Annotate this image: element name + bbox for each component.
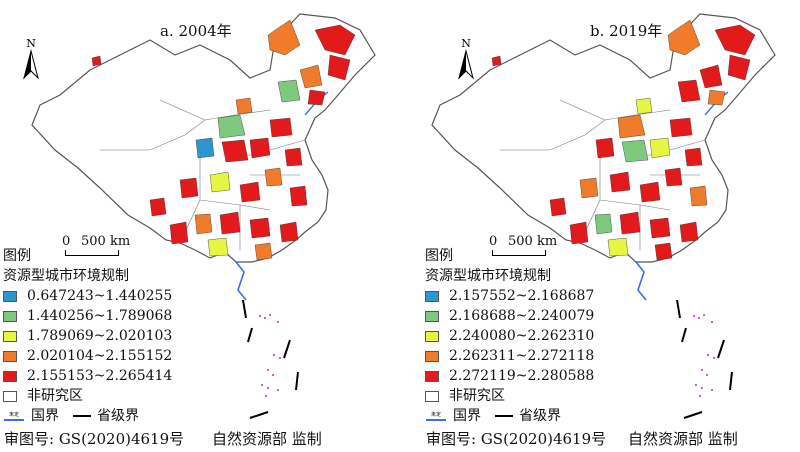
scale-label: 500 km (508, 234, 558, 249)
north-label: N (26, 37, 36, 50)
provincial-boundary-label: 省级界 (97, 408, 139, 424)
legend-non-study: 非研究区 (3, 386, 172, 406)
publisher: 自然资源部 监制 (212, 430, 322, 448)
scale-zero: 0 (489, 234, 498, 249)
national-boundary-icon: 未定 (4, 411, 24, 421)
legend-label: 2.240080~2.262310 (449, 328, 595, 344)
legend-label: 2.168688~2.240079 (449, 308, 595, 324)
legend-class-3: 1.789069~2.020103 (3, 326, 172, 346)
provincial-boundary-icon (495, 415, 513, 417)
legend-swatch (3, 290, 17, 302)
provincial-boundary-icon (73, 415, 91, 417)
legend-swatch (3, 390, 17, 402)
legend-title: 图例 (425, 248, 453, 264)
scale-zero: 0 (62, 234, 71, 249)
svg-text:未定: 未定 (431, 411, 441, 418)
north-arrow-icon: N (23, 37, 39, 80)
legend-boundaries: 未定 国界 省级界 (3, 406, 172, 426)
legend-boundaries: 未定 国界 省级界 (425, 406, 594, 426)
south-china-sea-inset (242, 300, 299, 419)
legend-swatch (425, 310, 439, 322)
legend-label: 0.647243~1.440255 (27, 288, 173, 304)
provincial-boundary-label: 省级界 (519, 408, 561, 424)
svg-text:未定: 未定 (9, 411, 19, 418)
legend-label: 2.157552~2.168687 (449, 288, 595, 304)
legend-swatch (3, 310, 17, 322)
legend-class-4: 2.262311~2.272118 (425, 346, 594, 366)
coastline (235, 261, 247, 301)
national-boundary-label: 国界 (31, 408, 59, 424)
legend-label: 1.440256~1.789068 (27, 308, 173, 324)
legend-swatch (425, 350, 439, 362)
legend-class-4: 2.020104~2.155152 (3, 346, 172, 366)
legend-class-3: 2.240080~2.262310 (425, 326, 594, 346)
map-panel-2019: b. 2019年 N 0 500 km 图例 资源型城市环境规制 2.15755… (400, 0, 800, 452)
legend-class-1: 0.647243~1.440255 (3, 286, 172, 306)
city-polygons (91, 19, 356, 261)
legend-swatch (425, 290, 439, 302)
coastline (635, 261, 647, 301)
legend-non-study: 非研究区 (425, 386, 594, 406)
legend-swatch (425, 330, 439, 342)
legend-class-1: 2.157552~2.168687 (425, 286, 594, 306)
map-title: b. 2019年 (590, 22, 663, 40)
legend-subtitle: 资源型城市环境规制 (3, 268, 129, 284)
map-panel-2004: a. 2004年 N 0 500 km 图例 资源型城市环境规制 0.64724… (3, 13, 376, 448)
legend-label: 2.272119~2.280588 (449, 368, 595, 384)
legend: 图例 资源型城市环境规制 0.647243~1.440255 1.440256~… (3, 246, 172, 426)
scale-label: 500 km (81, 234, 131, 249)
legend-swatch (425, 370, 439, 382)
legend-swatch (3, 330, 17, 342)
city-polygons (491, 19, 756, 261)
national-boundary-icon: 未定 (426, 411, 446, 421)
china-map-2004 (31, 13, 376, 301)
map-title: a. 2004年 (160, 22, 232, 40)
legend-swatch (425, 390, 439, 402)
legend-class-2: 2.168688~2.240079 (425, 306, 594, 326)
legend-subtitle: 资源型城市环境规制 (425, 268, 551, 284)
legend-label: 2.262311~2.272118 (449, 348, 595, 364)
legend-label: 非研究区 (449, 388, 505, 404)
legend-title: 图例 (3, 248, 31, 264)
legend-class-5: 2.155153~2.265414 (3, 366, 172, 386)
south-china-sea-inset (676, 300, 733, 419)
scale-bar-line (492, 250, 546, 256)
audit-number: 审图号: GS(2020)4619号 (4, 430, 185, 448)
legend-label: 非研究区 (27, 388, 83, 404)
legend-class-2: 1.440256~1.789068 (3, 306, 172, 326)
publisher: 自然资源部 监制 (628, 430, 738, 448)
legend-label: 2.020104~2.155152 (27, 348, 173, 364)
legend: 图例 资源型城市环境规制 2.157552~2.168687 2.168688~… (425, 246, 594, 426)
legend-swatch (3, 350, 17, 362)
national-boundary-label: 国界 (453, 408, 481, 424)
scale-bar-line (65, 250, 119, 256)
audit-number: 审图号: GS(2020)4619号 (426, 430, 607, 448)
legend-label: 2.155153~2.265414 (27, 368, 173, 384)
legend-label: 1.789069~2.020103 (27, 328, 173, 344)
north-arrow-icon: N (458, 37, 474, 80)
legend-swatch (3, 370, 17, 382)
north-label: N (461, 37, 471, 50)
china-map-2019 (431, 13, 776, 301)
legend-class-5: 2.272119~2.280588 (425, 366, 594, 386)
